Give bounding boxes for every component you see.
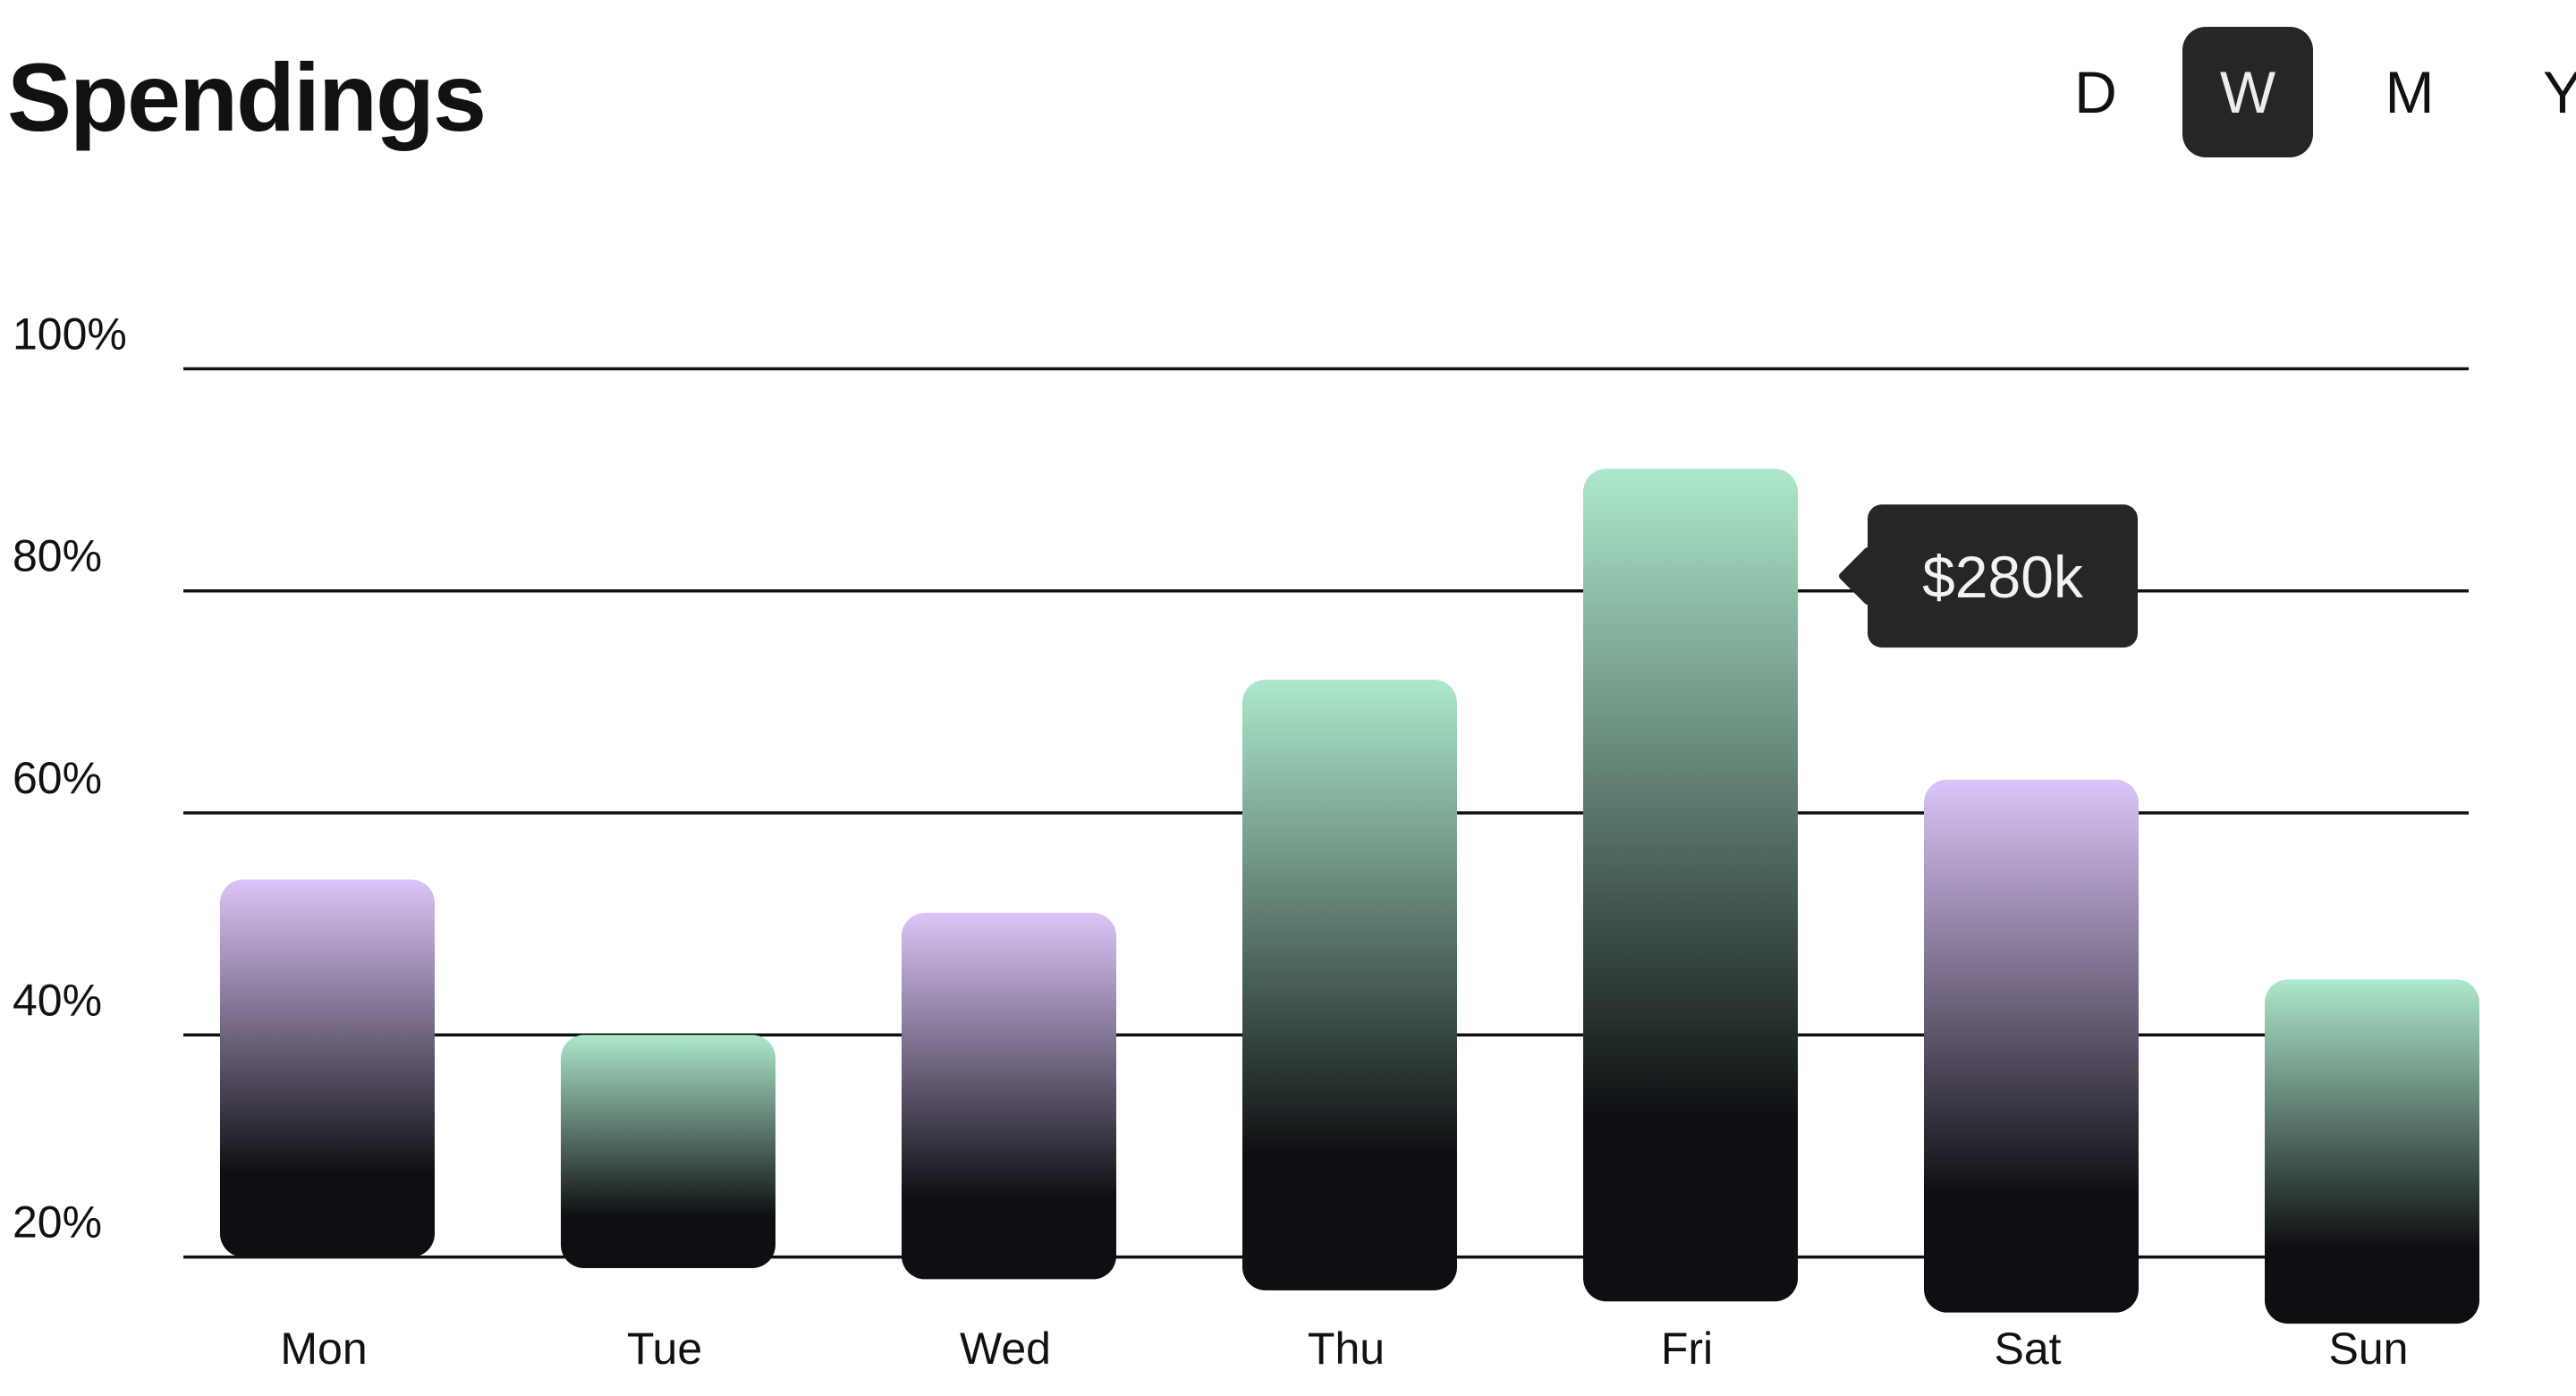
page-title: Spendings (7, 43, 487, 151)
bar-wed[interactable] (902, 912, 1116, 1280)
bars (220, 469, 2479, 1324)
x-tick-label: Wed (960, 1324, 1051, 1374)
tooltip-box (1868, 504, 2138, 648)
bar-fri[interactable] (1583, 469, 1798, 1302)
tooltip-value: $280k (1922, 544, 2084, 610)
y-tick-label: 60% (13, 753, 102, 803)
period-month-button[interactable]: M (2385, 59, 2435, 125)
bar-tue[interactable] (561, 1035, 775, 1269)
x-tick-label: Sun (2329, 1324, 2409, 1374)
x-tick-label: Mon (280, 1324, 367, 1374)
y-axis-ticks: 100% 80% 60% 40% 20% (13, 309, 127, 1247)
period-week-button[interactable]: W (2182, 27, 2313, 157)
y-tick-label: 80% (13, 531, 102, 581)
y-tick-label: 20% (13, 1197, 102, 1248)
value-tooltip: $280k (1839, 504, 2138, 648)
bar-sun[interactable] (2265, 979, 2479, 1324)
bar-sat[interactable] (1924, 779, 2139, 1313)
y-tick-label: 40% (13, 975, 102, 1025)
period-day-button[interactable]: D (2074, 59, 2117, 125)
x-axis-ticks: Mon Tue Wed Thu Fri Sat Sun (280, 1324, 2408, 1374)
x-tick-label: Thu (1308, 1324, 1385, 1374)
x-tick-label: Fri (1661, 1324, 1713, 1374)
y-tick-label: 100% (13, 309, 127, 359)
period-year-button[interactable]: Y (2542, 59, 2576, 125)
bar-thu[interactable] (1242, 680, 1457, 1290)
x-tick-label: Sat (1994, 1324, 2061, 1374)
bar-mon[interactable] (220, 879, 435, 1257)
period-selector: D W M Y (2030, 27, 2576, 161)
x-tick-label: Tue (627, 1324, 702, 1374)
tooltip-pointer (1839, 547, 1871, 605)
